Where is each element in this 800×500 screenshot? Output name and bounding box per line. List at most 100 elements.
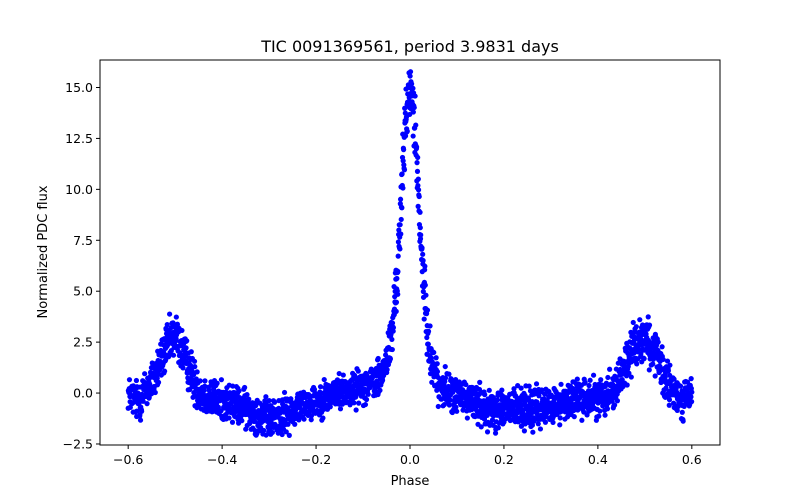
data-point [410,85,416,91]
data-point [435,403,441,410]
data-point [173,314,179,320]
y-tick-label: 0.0 [73,386,93,401]
data-point [292,421,298,427]
data-point [191,390,197,396]
data-point [377,387,383,393]
data-point [167,311,173,317]
chart-title: TIC 0091369561, period 3.9831 days [260,37,559,56]
data-point [154,375,160,381]
data-point [417,236,424,242]
data-point [421,316,427,322]
data-point [170,352,177,358]
y-tick-label: 2.5 [73,335,93,350]
y-tick-label: 5.0 [73,284,93,299]
data-point [489,417,496,423]
data-point [558,381,564,387]
x-tick-label: −0.6 [113,452,143,467]
data-point [192,364,198,370]
data-point [410,133,416,139]
data-point [550,419,556,426]
data-point [671,376,677,382]
data-point [530,429,536,435]
data-point [226,415,232,421]
data-point [420,288,426,295]
data-point [645,314,651,320]
x-tick-label: −0.2 [301,452,331,467]
data-point [155,379,162,385]
data-point [396,227,402,233]
data-point [612,402,618,408]
data-point [521,428,528,434]
data-point [650,361,656,367]
data-point [535,421,541,427]
data-point [442,363,448,370]
data-point [281,389,288,396]
data-point [666,397,673,403]
data-point [596,413,602,419]
data-point [424,307,431,313]
data-point [407,69,414,75]
data-point [414,160,420,166]
data-point [399,171,405,177]
data-point [413,122,419,128]
data-point [526,383,532,389]
data-point [229,419,236,425]
x-tick-label: 0.0 [400,452,420,467]
data-point [411,104,417,111]
data-point [321,376,327,383]
data-point [665,368,672,374]
data-point [442,375,449,381]
data-point [557,415,563,421]
data-point [463,381,469,388]
data-point [539,387,545,393]
x-axis-ticks: −0.6 −0.4 −0.2 0.0 0.2 0.4 0.6 [113,445,702,467]
data-point [261,427,267,434]
data-point [362,401,369,408]
data-point [412,93,418,99]
data-point [133,377,140,384]
data-point [384,366,390,373]
data-point [582,379,588,385]
data-point [246,396,252,402]
data-point [234,408,240,414]
data-point [446,371,452,377]
data-point [637,317,643,323]
data-point [340,372,346,378]
data-point [173,336,179,342]
data-point [425,341,431,347]
data-point [152,389,158,396]
data-point [414,168,421,174]
data-point [395,253,401,259]
data-point [679,409,685,415]
data-point [286,432,292,438]
data-point [419,245,425,251]
data-point [422,263,428,269]
data-point [414,144,420,150]
data-point [605,374,611,381]
data-point [269,429,275,436]
data-point [395,268,401,275]
data-point [453,376,459,383]
data-point [417,225,423,231]
data-point [536,393,542,399]
data-point [365,391,371,397]
data-point [418,232,424,238]
data-point [542,419,549,425]
data-point [410,109,416,115]
x-tick-label: 0.4 [588,452,608,467]
data-point [571,414,577,420]
data-point [179,327,185,334]
data-point [420,257,426,264]
data-point [492,430,499,436]
data-point [415,154,421,161]
data-point [184,338,190,344]
data-point [407,111,413,118]
data-point [522,400,528,406]
data-point [667,362,673,368]
data-point [635,347,642,353]
data-point [383,352,389,358]
data-point [494,397,501,403]
data-point [242,384,248,391]
data-point [630,319,636,326]
